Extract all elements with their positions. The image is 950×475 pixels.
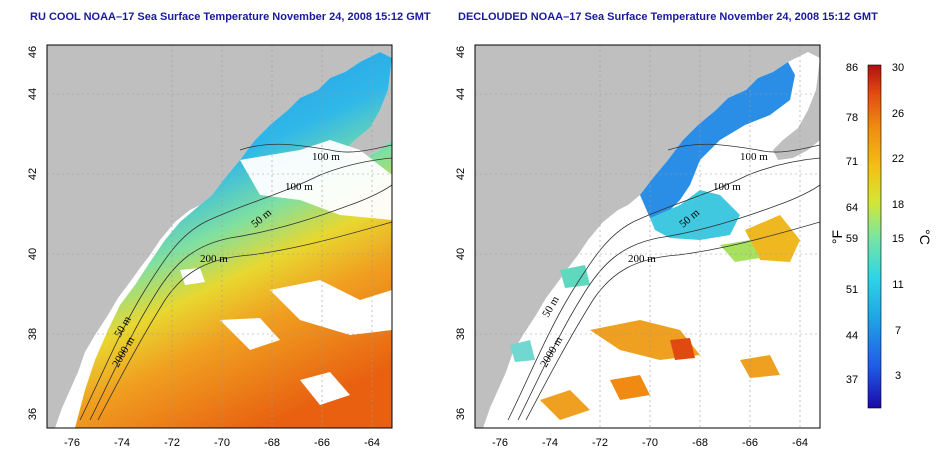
left-contour-label-100m-a: 100 m bbox=[312, 151, 340, 163]
fahrenheit-tick: 78 bbox=[846, 112, 858, 124]
right-land-ns bbox=[773, 58, 820, 160]
left-x-tick: -70 bbox=[214, 437, 230, 449]
left-x-axis: -76 -74 -72 -70 -68 -66 -64 bbox=[64, 437, 380, 449]
left-contours bbox=[79, 143, 392, 421]
right-y-tick: 36 bbox=[455, 408, 467, 420]
right-y-axis: 36 38 40 42 44 46 bbox=[455, 46, 467, 420]
celsius-tick: 26 bbox=[892, 108, 904, 120]
right-grid bbox=[475, 45, 820, 428]
right-x-tick: -64 bbox=[792, 437, 808, 449]
right-contour-label-200m: 200 m bbox=[628, 253, 656, 265]
colorbar-celsius-ticks: 30 26 22 18 15 11 7 3 bbox=[892, 62, 904, 382]
fahrenheit-tick: 44 bbox=[846, 330, 858, 342]
right-land bbox=[475, 45, 820, 428]
right-y-tick: 40 bbox=[455, 248, 467, 260]
left-y-tick: 40 bbox=[27, 248, 39, 260]
celsius-tick: 11 bbox=[892, 279, 903, 291]
left-land-ns bbox=[345, 58, 392, 160]
left-x-tick: -72 bbox=[164, 437, 180, 449]
right-y-tick: 42 bbox=[455, 168, 467, 180]
left-land bbox=[47, 45, 392, 428]
fahrenheit-tick: 51 bbox=[846, 284, 858, 296]
left-x-tick: -68 bbox=[264, 437, 280, 449]
left-y-tick: 44 bbox=[27, 88, 39, 100]
celsius-tick: 30 bbox=[892, 62, 904, 74]
fahrenheit-tick: 71 bbox=[846, 156, 858, 168]
left-cloud-patches bbox=[180, 140, 392, 405]
left-grid bbox=[47, 45, 392, 428]
right-contours bbox=[507, 143, 820, 421]
left-map: 100 m 100 m 50 m 200 m 50 m 2000 m -76 -… bbox=[27, 44, 393, 449]
right-sst-gulf-of-maine bbox=[640, 62, 795, 218]
left-y-tick: 36 bbox=[27, 408, 39, 420]
celsius-unit-label: °C bbox=[917, 229, 933, 245]
right-y-tick: 44 bbox=[455, 88, 467, 100]
left-y-tick: 38 bbox=[27, 328, 39, 340]
right-map: 100 m 100 m 50 m 200 m 50 m 2000 m -76 -… bbox=[455, 44, 821, 449]
fahrenheit-unit-label: °F bbox=[829, 230, 845, 244]
left-x-tick: -74 bbox=[114, 437, 130, 449]
right-x-tick: -68 bbox=[692, 437, 708, 449]
right-x-tick: -72 bbox=[592, 437, 608, 449]
left-panel-title: RU COOL NOAA–17 Sea Surface Temperature … bbox=[30, 11, 431, 23]
colorbar-gradient bbox=[867, 64, 882, 409]
left-x-tick: -64 bbox=[364, 437, 380, 449]
right-x-tick: -66 bbox=[742, 437, 758, 449]
right-panel-title: DECLOUDED NOAA–17 Sea Surface Temperatur… bbox=[458, 11, 878, 23]
right-y-tick: 46 bbox=[455, 46, 467, 58]
left-contour-label-200m: 200 m bbox=[200, 253, 228, 265]
right-x-tick: -70 bbox=[642, 437, 658, 449]
right-y-tick: 38 bbox=[455, 328, 467, 340]
left-y-tick: 42 bbox=[27, 168, 39, 180]
right-x-axis: -76 -74 -72 -70 -68 -66 -64 bbox=[492, 437, 808, 449]
colorbar-fahrenheit-ticks: 86 78 71 64 59 51 44 37 bbox=[846, 62, 858, 386]
fahrenheit-tick: 59 bbox=[846, 233, 858, 245]
celsius-tick: 7 bbox=[895, 325, 901, 337]
right-x-tick: -74 bbox=[542, 437, 558, 449]
left-x-tick: -76 bbox=[64, 437, 80, 449]
fahrenheit-tick: 37 bbox=[846, 374, 858, 386]
right-sst-shelf bbox=[650, 190, 740, 240]
colorbar: 86 78 71 64 59 51 44 37 30 26 22 18 15 1… bbox=[829, 62, 933, 409]
celsius-tick: 18 bbox=[892, 199, 904, 211]
fahrenheit-tick: 86 bbox=[846, 62, 858, 74]
left-x-tick: -66 bbox=[314, 437, 330, 449]
celsius-tick: 3 bbox=[895, 370, 901, 382]
right-x-tick: -76 bbox=[492, 437, 508, 449]
celsius-tick: 22 bbox=[892, 153, 904, 165]
celsius-tick: 15 bbox=[892, 233, 904, 245]
right-contour-label-100m-a: 100 m bbox=[740, 151, 768, 163]
right-contour-label-100m-b: 100 m bbox=[713, 181, 741, 193]
left-y-axis: 36 38 40 42 44 46 bbox=[27, 46, 39, 420]
fahrenheit-tick: 64 bbox=[846, 202, 858, 214]
left-y-tick: 46 bbox=[27, 46, 39, 58]
left-contour-label-100m-b: 100 m bbox=[285, 181, 313, 193]
